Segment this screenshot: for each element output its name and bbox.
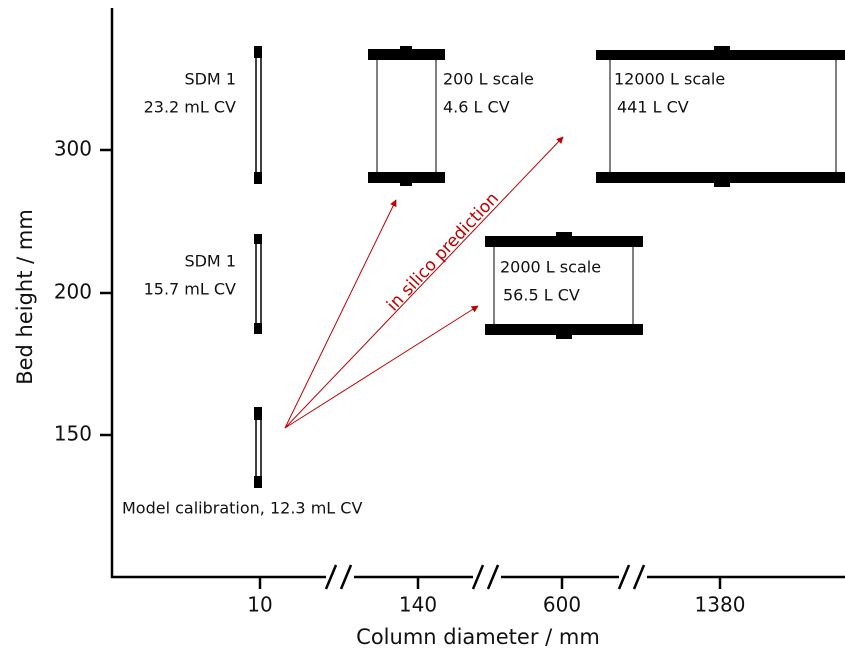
x-tick-label: 10 (247, 593, 272, 617)
column-volume: 4.6 L CV (443, 98, 510, 117)
x-tick-label: 140 (399, 593, 437, 617)
y-axis-label: Bed height / mm (13, 209, 37, 385)
column-volume: 15.7 mL CV (144, 280, 236, 299)
y-tick-label: 300 (54, 137, 92, 161)
x-tick-label: 1380 (695, 593, 746, 617)
column-name: 12000 L scale (614, 70, 725, 89)
column-volume: 441 L CV (617, 98, 689, 117)
y-tick-label: 200 (54, 280, 92, 304)
columns (254, 46, 845, 488)
arrows (284, 136, 564, 429)
axis-breaks (324, 564, 647, 590)
column-name: SDM 1 (184, 70, 236, 89)
column-name: Model calibration, 12.3 mL CV (122, 499, 362, 518)
column-volume: 23.2 mL CV (144, 98, 236, 117)
x-tick-label: 600 (543, 593, 581, 617)
column-name: SDM 1 (184, 252, 236, 271)
column-name: 2000 L scale (500, 258, 601, 277)
column-name: 200 L scale (443, 70, 534, 89)
column-volume: 56.5 L CV (503, 286, 580, 305)
annotation: in silico prediction (383, 189, 503, 316)
y-tick-label: 150 (54, 422, 92, 446)
x-axis-label: Column diameter / mm (356, 625, 600, 649)
